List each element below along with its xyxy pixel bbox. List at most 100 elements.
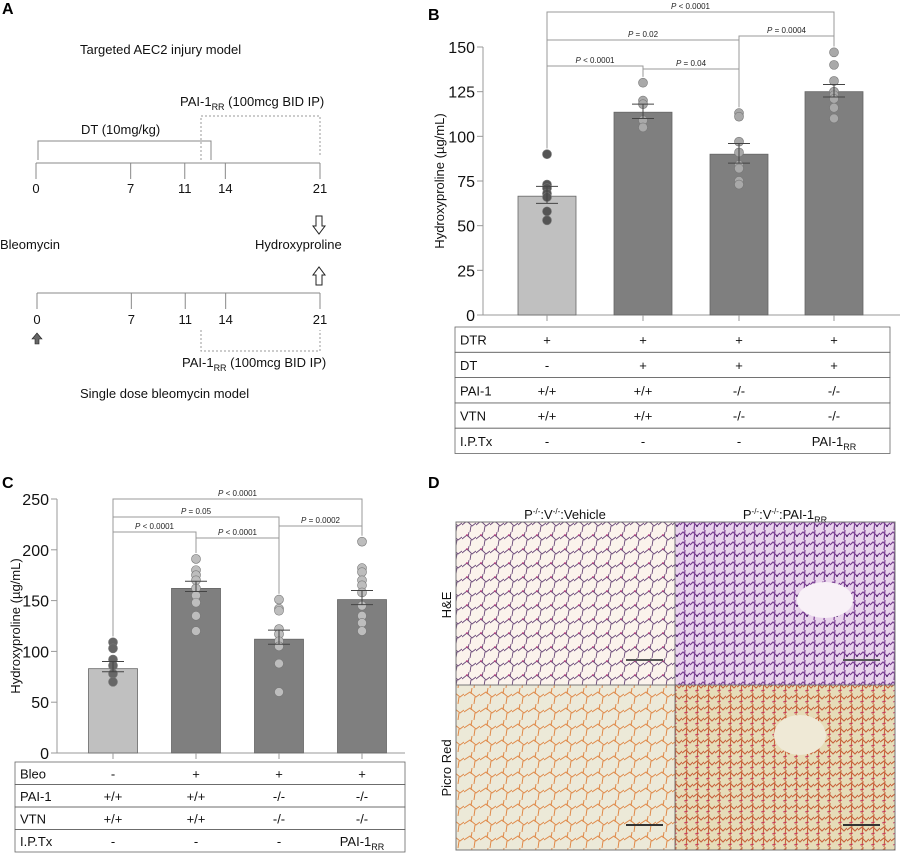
top-pai-bracket: [200, 115, 321, 160]
dt-label: DT (10mg/kg): [81, 122, 160, 137]
y-tick-label: 100: [448, 129, 475, 146]
panel-a: A Targeted AEC2 injury model PAI-1RR (10…: [0, 1, 342, 401]
data-point: [734, 111, 744, 122]
data-point: [829, 113, 839, 124]
timeline-day-label: 21: [313, 181, 327, 196]
y-tick-label: 0: [40, 746, 49, 763]
bottom-model-title: Single dose bleomycin model: [80, 386, 249, 401]
data-point: [829, 60, 839, 70]
y-tick-label: 75: [457, 174, 475, 191]
bleomycin-dose-arrow-icon: [31, 332, 43, 345]
p-value-label: P < 0.0001: [135, 522, 174, 531]
table-cell: -/-: [828, 383, 840, 398]
table-cell: -: [194, 834, 198, 849]
significance-bracket: [195, 537, 280, 594]
table-row: [14, 761, 406, 785]
bar: [804, 91, 864, 316]
y-tick-label: 50: [457, 219, 475, 236]
data-point: [274, 687, 284, 697]
table-cell: PAI-1RR: [812, 434, 857, 452]
vehicle-column-title: P-/-:V-/-:Vehicle: [524, 507, 606, 522]
data-point: [191, 626, 201, 636]
pai-column-title: P-/-:V-/-:PAI-1RR: [743, 507, 828, 525]
table-cell: +: [192, 766, 200, 781]
table-cell: -/-: [356, 811, 368, 826]
top-model-title: Targeted AEC2 injury model: [80, 42, 241, 57]
table-cell: +: [735, 333, 743, 348]
data-point: [191, 597, 201, 608]
data-point: [542, 149, 552, 159]
up-arrow-icon: [312, 266, 326, 286]
table-cell: +/+: [187, 789, 206, 804]
picro-pai-image: [674, 684, 896, 851]
data-point: [274, 594, 284, 605]
data-point: [274, 658, 284, 669]
bar: [517, 195, 577, 316]
table-cell: +: [830, 333, 838, 348]
y-tick-label: 0: [466, 308, 475, 325]
timeline-day-label: 7: [127, 181, 134, 196]
table-cell: -/-: [733, 383, 745, 398]
table-cell: -/-: [273, 811, 285, 826]
dt-bracket: [37, 140, 212, 160]
table-cell: +: [543, 333, 551, 348]
y-tick-label: 125: [448, 85, 475, 102]
data-point: [542, 215, 552, 226]
table-row: [454, 326, 891, 353]
data-point: [829, 47, 839, 58]
table-cell: -: [111, 766, 115, 781]
significance-bracket: [642, 68, 740, 108]
bottom-pai-bracket: [200, 330, 321, 352]
data-point: [108, 643, 118, 654]
y-tick-label: 150: [448, 40, 475, 57]
data-point: [542, 206, 552, 217]
table-cell: +/+: [538, 409, 557, 424]
table-row-label: DTR: [460, 333, 487, 348]
data-point: [638, 122, 648, 133]
table-cell: +: [275, 766, 283, 781]
significance-bracket: [278, 525, 363, 594]
bottom-pai-label: PAI-1RR (100mcg BID IP): [182, 355, 326, 373]
bar: [613, 111, 673, 316]
table-row-label: VTN: [460, 409, 486, 424]
panel-d: D P-/-:V-/-:Vehicle P-/-:V-/-:PAI-1RR H&…: [428, 475, 896, 851]
table-cell: -: [641, 434, 645, 449]
timeline-day-label: 7: [128, 312, 135, 327]
bottom-timeline: 0 7 11 14 21: [33, 292, 327, 327]
y-tick-label: 250: [22, 492, 49, 509]
p-value-label: P < 0.0001: [218, 489, 257, 498]
timeline-day-label: 0: [33, 312, 40, 327]
data-point: [734, 163, 744, 174]
p-value-label: P < 0.0001: [671, 2, 710, 11]
table-row-label: PAI-1: [460, 383, 492, 398]
p-value-label: P = 0.02: [628, 30, 659, 39]
y-tick-label: 100: [22, 644, 49, 661]
panel-label-d: D: [428, 475, 440, 492]
timeline-day-label: 11: [178, 181, 192, 196]
table-row: [454, 351, 891, 378]
table-row: [14, 806, 406, 830]
timeline-day-label: 0: [32, 181, 39, 196]
table-row: [454, 427, 891, 454]
table-cell: +/+: [634, 409, 653, 424]
panel-label-a: A: [2, 1, 14, 18]
data-point: [829, 102, 839, 113]
table-cell: +: [358, 766, 366, 781]
top-pai-label: PAI-1RR (100mcg BID IP): [180, 94, 324, 112]
timeline-day-label: 11: [178, 312, 192, 327]
top-timeline: 0 7 11 14 21: [32, 162, 327, 196]
picro-airspace: [774, 715, 826, 755]
p-value-label: P < 0.0001: [218, 528, 257, 537]
table-cell: +/+: [634, 383, 653, 398]
data-point: [274, 605, 284, 616]
data-point: [357, 536, 367, 547]
p-value-label: P = 0.0004: [767, 26, 806, 35]
data-point: [108, 677, 118, 687]
timeline-day-label: 14: [218, 312, 232, 327]
p-value-label: P = 0.05: [181, 507, 212, 516]
data-point: [357, 567, 367, 577]
timeline-day-label: 21: [313, 312, 327, 327]
y-axis-label: Hydroxyproline (µg/mL): [8, 558, 23, 693]
table-cell: +: [639, 358, 647, 373]
p-value-label: P = 0.0002: [301, 516, 340, 525]
